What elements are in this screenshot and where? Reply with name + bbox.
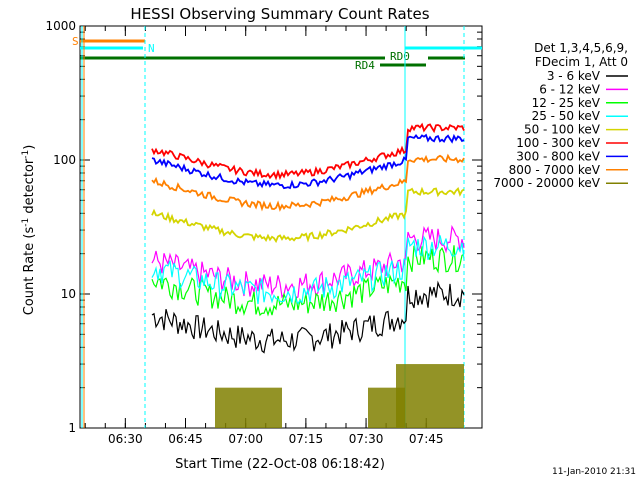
x-tick-label: 06:45 bbox=[168, 432, 203, 446]
chart-title: HESSI Observing Summary Count Rates bbox=[130, 5, 429, 23]
legend-label: 12 - 25 keV bbox=[532, 96, 601, 110]
y-tick-label: 1000 bbox=[45, 19, 76, 33]
y-tick-label: 100 bbox=[53, 153, 76, 167]
y-axis-label-exp2: -1 bbox=[21, 150, 31, 159]
y-axis-label-exp1: -1 bbox=[21, 218, 31, 227]
legend-label: 50 - 100 keV bbox=[524, 123, 601, 137]
x-tick-label: 07:30 bbox=[349, 432, 384, 446]
night-label: N bbox=[148, 42, 155, 55]
legend-label: 300 - 800 keV bbox=[516, 149, 600, 163]
series-block bbox=[396, 364, 464, 428]
x-axis-label: Start Time (22-Oct-08 06:18:42) bbox=[175, 457, 385, 472]
y-axis-label: Count Rate (s-1 detector-1) bbox=[21, 145, 37, 316]
legend-label: 3 - 6 keV bbox=[547, 69, 601, 83]
series-line bbox=[151, 235, 465, 305]
legend: Det 1,3,4,5,6,9, FDecim 1, Att 0 3 - 6 k… bbox=[493, 41, 628, 190]
legend-header-2: FDecim 1, Att 0 bbox=[535, 55, 628, 69]
legend-label: 100 - 300 keV bbox=[516, 136, 600, 150]
series-block bbox=[215, 387, 282, 428]
y-axis-label-mid: detector bbox=[22, 158, 37, 218]
plot-area: 1 10 100 1000 06:30 06:45 07:00 07:15 07:30 07:45… bbox=[45, 19, 483, 446]
legend-header-1: Det 1,3,4,5,6,9, bbox=[534, 41, 628, 55]
x-tick-label: 07:15 bbox=[289, 432, 324, 446]
rd4-label: RD4 bbox=[355, 59, 375, 72]
rd0-label: RD0 bbox=[390, 50, 410, 63]
saa-label: S bbox=[72, 35, 79, 48]
y-axis-label-main: Count Rate (s bbox=[22, 227, 37, 316]
legend-label: 7000 - 20000 keV bbox=[493, 176, 600, 190]
legend-label: 25 - 50 keV bbox=[532, 109, 601, 123]
series-line bbox=[151, 224, 465, 300]
legend-label: 6 - 12 keV bbox=[539, 82, 601, 96]
series-line bbox=[151, 122, 465, 181]
x-tick-label: 06:30 bbox=[108, 432, 143, 446]
timestamp: 11-Jan-2010 21:31 bbox=[552, 467, 636, 477]
y-tick-label: 1 bbox=[68, 421, 76, 435]
series-line bbox=[151, 153, 465, 212]
y-axis-label-end: ) bbox=[22, 145, 37, 150]
series-line bbox=[151, 186, 465, 244]
y-tick-label: 10 bbox=[61, 287, 76, 301]
x-tick-label: 07:00 bbox=[228, 432, 263, 446]
x-tick-label: 07:45 bbox=[409, 432, 444, 446]
legend-label: 800 - 7000 keV bbox=[509, 163, 601, 177]
series-line bbox=[151, 280, 465, 354]
series-line bbox=[151, 133, 465, 190]
